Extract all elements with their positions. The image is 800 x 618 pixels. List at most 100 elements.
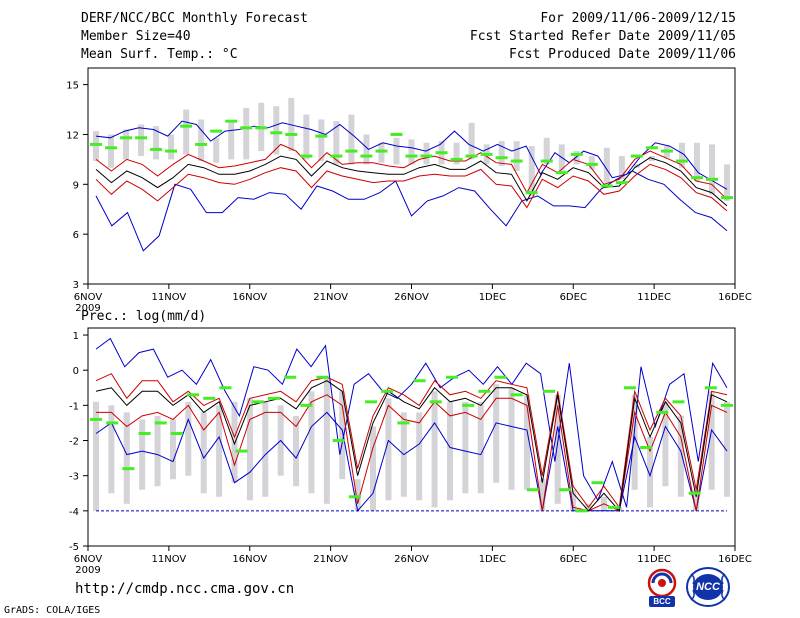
temp-spread-box: [453, 142, 460, 165]
prec-observed-marker: [591, 481, 604, 485]
prec-plot-frame: [87, 327, 736, 547]
prec-spread-box: [693, 489, 700, 511]
prec-observed-marker: [300, 403, 313, 407]
prec-observed-marker: [284, 375, 297, 379]
prec-spread-box: [724, 401, 730, 497]
bcc-logo-icon: [647, 568, 677, 607]
prec-observed-marker: [203, 396, 216, 400]
prec-observed-marker: [543, 389, 556, 393]
temp-spread-box: [724, 164, 730, 201]
prec-observed-marker: [688, 491, 701, 495]
temp-spread-box: [363, 134, 370, 165]
prec-spread-box: [339, 391, 346, 480]
temp-spread-box: [273, 106, 280, 155]
prec-x-tick-label: 11DEC: [637, 554, 671, 565]
temp-spread-box: [543, 137, 550, 165]
prec-observed-marker: [526, 488, 539, 492]
prec-observed-marker: [478, 389, 491, 393]
temp-y-tick-label: 9: [73, 180, 79, 191]
bcc-logo: BCC: [641, 566, 683, 608]
prec-observed-marker: [251, 400, 264, 404]
prec-spread-box: [293, 415, 300, 487]
temp-observed-marker: [435, 151, 448, 155]
prec-observed-marker: [219, 386, 232, 390]
temp-x-tick-label: 6DEC: [560, 292, 587, 303]
prec-observed-marker: [429, 400, 442, 404]
temp-observed-marker: [285, 132, 298, 136]
temp-spread-box: [423, 142, 430, 165]
prec-y-tick-label: -5: [69, 542, 79, 553]
temp-observed-marker: [645, 146, 658, 150]
prec-spread-box: [216, 405, 223, 497]
temp-observed-marker: [600, 184, 613, 188]
ncc-logo-icon: [686, 567, 730, 607]
prec-observed-marker: [154, 421, 167, 425]
temp-spread-box: [228, 122, 235, 160]
temp-x-year-label: 2009: [75, 303, 100, 314]
temp-observed-marker: [90, 142, 102, 146]
prec-observed-marker: [413, 379, 426, 383]
prec-observed-marker: [445, 375, 458, 379]
temp-spread-box: [378, 142, 385, 163]
temp-std-lower-line: [95, 163, 728, 212]
prec-observed-marker: [106, 421, 119, 425]
prec-observed-marker: [704, 386, 717, 390]
temp-observed-marker: [240, 126, 253, 130]
temp-observed-marker: [345, 149, 358, 153]
prec-observed-marker: [90, 417, 102, 421]
temp-observed-marker: [721, 196, 733, 200]
prec-observed-marker: [170, 431, 183, 435]
prec-spread-box: [354, 479, 361, 511]
temp-spread-box: [243, 107, 250, 160]
prec-observed-marker: [672, 400, 685, 404]
prec-observed-marker: [510, 393, 523, 397]
temp-spread-box: [708, 144, 715, 195]
temp-spread-box: [213, 137, 220, 163]
grads-credit: GrADS: COLA/IGES: [4, 605, 101, 616]
prec-x-tick-label: 16NOV: [232, 554, 267, 565]
prec-spread-box: [647, 437, 654, 508]
temp-spread-box: [333, 121, 340, 165]
prec-observed-marker: [381, 389, 394, 393]
temp-spread-box: [573, 151, 580, 165]
prec-spread-box: [523, 394, 530, 490]
source-url[interactable]: http://cmdp.ncc.cma.gov.cn: [75, 581, 295, 597]
temp-observed-marker: [105, 146, 118, 150]
member-size: Member Size=40: [81, 29, 191, 44]
prec-observed-marker: [656, 410, 669, 414]
prec-min-line: [95, 411, 728, 512]
temp-spread-box: [528, 146, 535, 196]
prec-spread-box: [493, 384, 500, 483]
prec-observed-marker: [332, 439, 345, 443]
temp-spread-box: [168, 134, 175, 160]
temp-observed-marker: [525, 191, 538, 195]
temp-spread-box: [348, 114, 355, 165]
temp-observed-marker: [630, 154, 643, 158]
temp-spread-box: [138, 124, 145, 157]
prec-spread-box: [231, 401, 238, 483]
temp-observed-marker: [465, 154, 478, 158]
temp-spread-box: [108, 134, 115, 168]
temp-x-tick-label: 1DEC: [479, 292, 506, 303]
prec-y-tick-label: -1: [69, 401, 79, 412]
prec-observed-marker: [721, 403, 733, 407]
prec-y-tick-label: -4: [69, 507, 79, 518]
prec-observed-marker: [267, 396, 280, 400]
produced-date: Fcst Produced Date 2009/11/06: [509, 47, 736, 62]
temp-observed-marker: [540, 159, 553, 163]
prec-spread-box: [539, 479, 546, 511]
prec-observed-marker: [462, 403, 475, 407]
variable-label: Mean Surf. Temp.: °C: [81, 47, 238, 62]
prec-spread-box: [370, 426, 377, 511]
prec-x-tick-label: 26NOV: [394, 554, 429, 565]
temp-y-tick-label: 3: [73, 280, 79, 291]
temp-observed-marker: [660, 149, 673, 153]
temp-x-tick-label: 26NOV: [394, 292, 429, 303]
prec-y-tick-label: 1: [73, 331, 79, 342]
prec-observed-marker: [575, 509, 588, 513]
temp-observed-marker: [690, 176, 703, 180]
temp-spread-box: [183, 109, 190, 155]
prec-x-year-label: 2009: [75, 565, 100, 576]
temp-observed-marker: [405, 154, 418, 158]
